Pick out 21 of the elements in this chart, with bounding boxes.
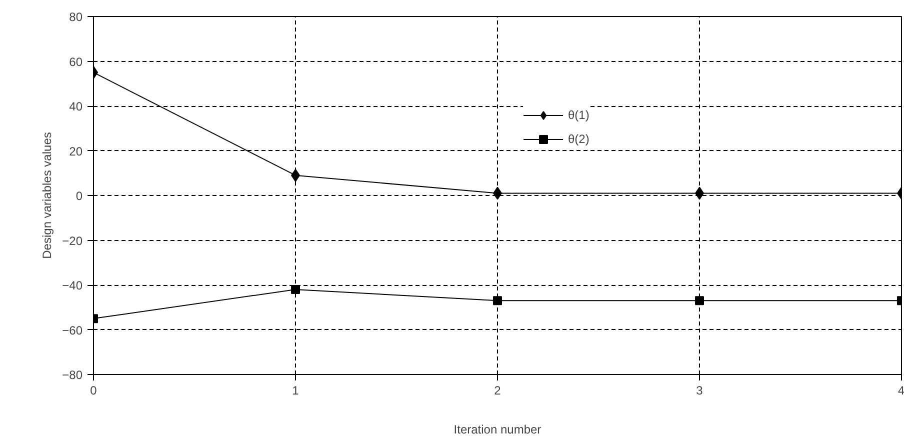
y-tick-label: 20 xyxy=(69,144,83,158)
y-tick-label: −20 xyxy=(62,234,83,248)
y-tick-label: 0 xyxy=(76,189,83,203)
y-tick-label: 60 xyxy=(69,54,83,69)
y-tick-label: 80 xyxy=(69,10,83,24)
x-tick-label: 1 xyxy=(292,384,300,398)
y-tick-label: 40 xyxy=(69,100,83,114)
y-axis-title: Design variables values xyxy=(40,132,54,259)
y-tick-label: −40 xyxy=(62,278,83,292)
legend-label: θ(1) xyxy=(568,108,590,122)
y-tick-label: −80 xyxy=(62,368,83,382)
x-tick-label: 3 xyxy=(696,384,704,398)
y-tick-label: −60 xyxy=(62,323,83,338)
x-tick-label: 0 xyxy=(90,384,98,398)
point xyxy=(695,296,704,306)
point xyxy=(493,296,502,306)
legend-label: θ(2) xyxy=(568,132,590,146)
point xyxy=(291,284,300,294)
x-axis-title: Iteration number xyxy=(454,422,542,436)
x-tick-label: 4 xyxy=(898,384,904,398)
x-tick-label: 2 xyxy=(494,384,502,398)
